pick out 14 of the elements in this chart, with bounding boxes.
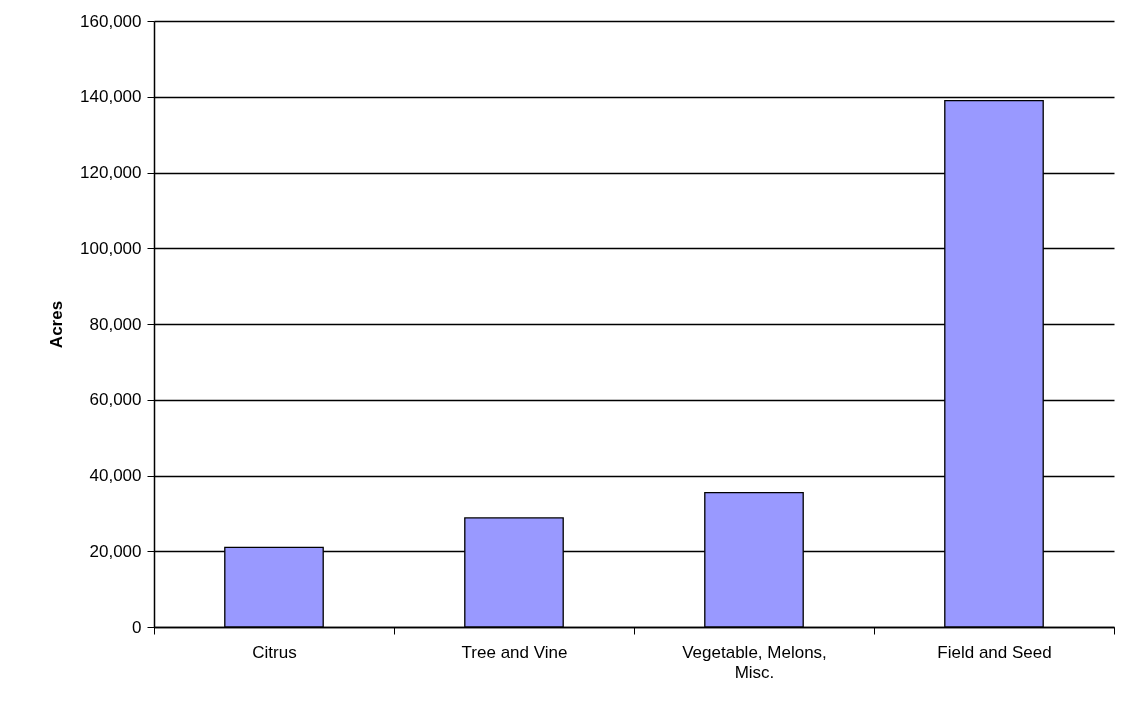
x-tick-label: Field and Seed [937,642,1052,662]
y-axis-title: Acres [47,300,67,349]
y-tick-label: 0 [132,617,142,637]
x-tick-label: Citrus [252,642,297,662]
y-tick-label: 120,000 [80,163,142,182]
y-tick-label: 80,000 [89,314,142,334]
y-tick-label: 40,000 [89,466,142,485]
y-tick-label: 160,000 [80,11,142,31]
y-tick-label: 100,000 [80,238,142,258]
x-tick-label: Vegetable, Melons, Misc. [682,642,827,682]
y-tick-label: 60,000 [89,390,142,410]
y-tick-label: 140,000 [80,87,142,107]
y-tick-label: 20,000 [89,541,142,561]
x-tick-label: Tree and Vine [461,642,568,662]
